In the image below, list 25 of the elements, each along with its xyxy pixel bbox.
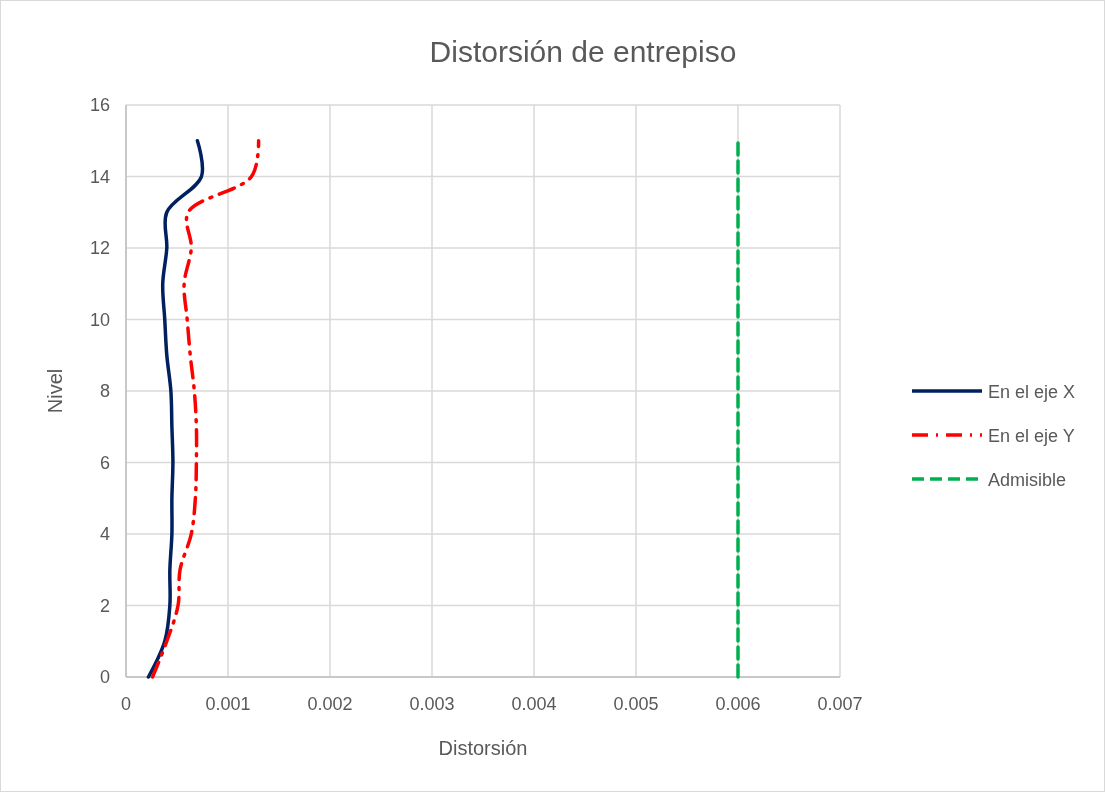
x-tick-label: 0.006 bbox=[715, 694, 761, 714]
chart-title: Distorsión de entrepiso bbox=[429, 35, 737, 68]
line-series bbox=[146, 139, 205, 679]
legend-label: En el eje Y bbox=[988, 426, 1075, 446]
line-series bbox=[150, 139, 261, 679]
x-tick-label: 0.001 bbox=[205, 694, 251, 714]
y-tick-label: 2 bbox=[99, 595, 110, 616]
y-tick-label: 12 bbox=[89, 238, 110, 258]
y-tick-label: 10 bbox=[89, 309, 110, 330]
legend-label: Admisible bbox=[988, 470, 1067, 490]
x-axis-title: Distorsión bbox=[438, 737, 528, 759]
x-tick-label: 0 bbox=[120, 694, 132, 714]
y-tick-label: 16 bbox=[89, 95, 110, 115]
y-tick-label: 6 bbox=[99, 452, 110, 473]
legend-label: En el eje X bbox=[988, 382, 1076, 402]
x-tick-label: 0.004 bbox=[511, 694, 557, 714]
x-tick-label: 0.002 bbox=[307, 694, 353, 714]
y-axis-title: Nivel bbox=[44, 368, 66, 414]
x-tick-label: 0.003 bbox=[409, 694, 455, 714]
y-tick-label: 4 bbox=[99, 524, 110, 544]
y-tick-label: 0 bbox=[99, 667, 110, 687]
y-tick-label: 14 bbox=[89, 166, 110, 187]
y-tick-label: 8 bbox=[99, 381, 110, 401]
x-tick-label: 0.005 bbox=[613, 694, 659, 714]
x-tick-label: 0.007 bbox=[817, 694, 863, 714]
